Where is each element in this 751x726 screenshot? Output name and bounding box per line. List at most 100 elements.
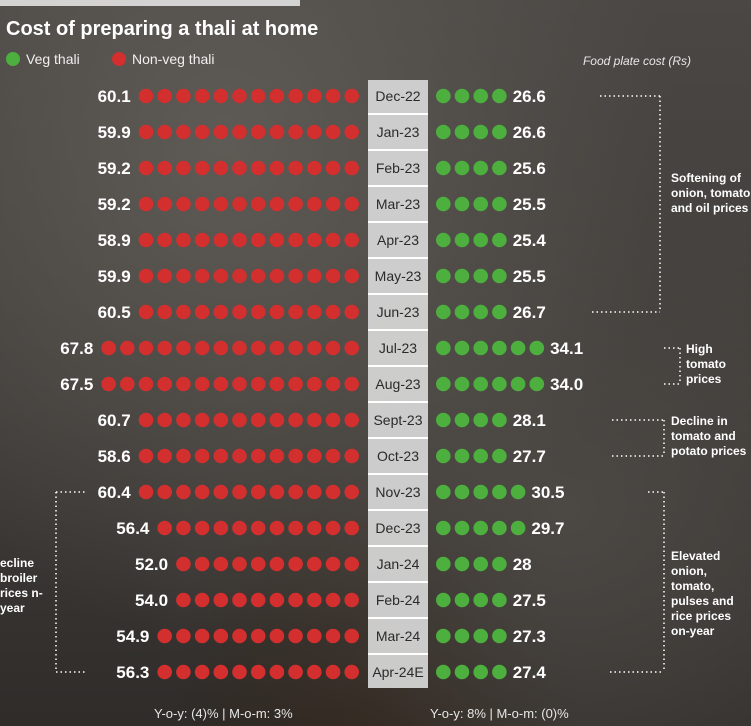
nonveg-dot <box>176 124 191 140</box>
legend-veg: Veg thali <box>6 51 80 67</box>
nonveg-dot <box>288 304 303 320</box>
nonveg-dot <box>307 196 322 212</box>
veg-dot <box>436 268 451 284</box>
footer-nonveg: Y-o-y: (4)% | M-o-m: 3% <box>154 706 293 721</box>
veg-dot <box>473 160 489 176</box>
nonveg-dot <box>344 124 360 140</box>
nonveg-dot <box>288 232 303 248</box>
nonveg-dot <box>269 160 285 176</box>
nonveg-dot <box>176 520 191 536</box>
nonveg-dot <box>232 304 247 320</box>
category-label: Apr-24E <box>372 664 423 680</box>
nonveg-dot <box>194 448 210 464</box>
nonveg-dot <box>307 160 322 176</box>
veg-dot <box>473 412 489 428</box>
veg-dot <box>436 664 451 680</box>
nonveg-value-label: 56.4 <box>116 519 150 538</box>
veg-dot <box>473 124 489 140</box>
nonveg-dot <box>250 124 266 140</box>
nonveg-dot <box>213 268 229 284</box>
footer-veg: Y-o-y: 8% | M-o-m: (0)% <box>430 706 569 721</box>
nonveg-dot <box>194 664 210 680</box>
nonveg-dot <box>213 124 229 140</box>
nonveg-dot <box>232 88 247 104</box>
nonveg-dot <box>344 376 360 392</box>
nonveg-dot <box>288 592 303 608</box>
nonveg-dot <box>325 376 341 392</box>
veg-dot <box>492 340 507 356</box>
veg-dot <box>473 376 489 392</box>
nonveg-dot <box>288 484 303 500</box>
note-decline-broiler: ecline broiler rices n-year <box>0 556 43 615</box>
nonveg-dot <box>288 196 303 212</box>
veg-dot <box>436 520 451 536</box>
nonveg-value-label: 58.9 <box>98 231 131 250</box>
nonveg-dot <box>176 592 191 608</box>
veg-dot <box>492 88 507 104</box>
veg-value-label: 34.1 <box>550 339 583 358</box>
veg-dot <box>473 196 489 212</box>
nonveg-dot <box>250 556 266 572</box>
nonveg-dot <box>194 340 210 356</box>
nonveg-dot <box>213 304 229 320</box>
nonveg-dot <box>176 340 191 356</box>
veg-dot <box>454 592 470 608</box>
nonveg-dot <box>269 664 285 680</box>
nonveg-dot <box>325 232 341 248</box>
nonveg-dot <box>232 196 247 212</box>
veg-value-label: 27.4 <box>513 663 547 682</box>
nonveg-dot <box>288 448 303 464</box>
nonveg-dot <box>194 88 210 104</box>
veg-value-label: 26.7 <box>513 303 546 322</box>
nonveg-dot <box>288 664 303 680</box>
veg-value-label: 29.7 <box>531 519 564 538</box>
nonveg-dot <box>232 268 247 284</box>
nonveg-value-label: 60.7 <box>98 411 131 430</box>
nonveg-dot <box>269 556 285 572</box>
nonveg-dot <box>194 412 210 428</box>
category-label: May-23 <box>375 268 422 284</box>
nonveg-dot <box>157 340 172 356</box>
nonveg-dot <box>232 232 247 248</box>
nonveg-dot <box>269 628 285 644</box>
nonveg-dot <box>269 196 285 212</box>
nonveg-dot <box>288 124 303 140</box>
nonveg-dot <box>344 232 360 248</box>
nonveg-dot <box>138 304 154 320</box>
nonveg-dot <box>344 88 360 104</box>
veg-dot <box>473 484 489 500</box>
nonveg-dot <box>288 556 303 572</box>
nonveg-dot <box>213 628 229 644</box>
veg-value-label: 27.3 <box>513 627 546 646</box>
nonveg-dot <box>250 376 266 392</box>
nonveg-dot <box>307 556 322 572</box>
nonveg-dot <box>288 376 303 392</box>
veg-dot <box>436 376 451 392</box>
nonveg-value-label: 54.0 <box>135 591 168 610</box>
category-label: Apr-23 <box>377 232 419 248</box>
nonveg-dot <box>269 268 285 284</box>
nonveg-dot <box>325 196 341 212</box>
nonveg-dot <box>288 340 303 356</box>
nonveg-dot <box>176 484 191 500</box>
nonveg-dot <box>344 448 360 464</box>
nonveg-dot <box>157 124 172 140</box>
veg-dot <box>473 556 489 572</box>
nonveg-value-label: 58.6 <box>98 447 131 466</box>
nonveg-dot <box>288 268 303 284</box>
veg-value-label: 27.7 <box>513 447 546 466</box>
veg-dot <box>436 448 451 464</box>
nonveg-value-label: 59.2 <box>98 195 131 214</box>
nonveg-value-label: 67.8 <box>60 339 93 358</box>
nonveg-dot <box>307 304 322 320</box>
nonveg-dot <box>157 232 172 248</box>
category-label: Aug-23 <box>375 376 420 392</box>
nonveg-dot <box>344 556 360 572</box>
category-label: Oct-23 <box>377 448 419 464</box>
nonveg-dot <box>213 556 229 572</box>
nonveg-dot <box>157 448 172 464</box>
nonveg-dot <box>269 448 285 464</box>
veg-dot <box>454 556 470 572</box>
nonveg-dot <box>176 628 191 644</box>
